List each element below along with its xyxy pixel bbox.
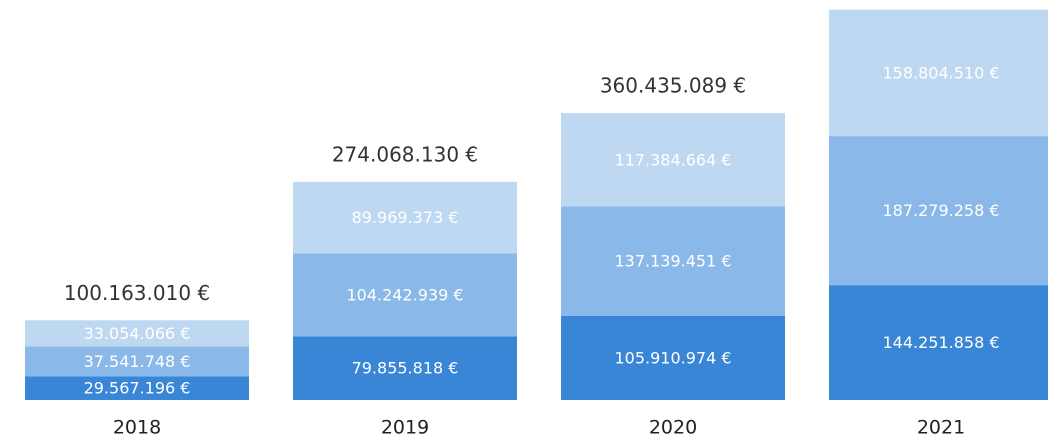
total-label: 100.163.010 € bbox=[64, 281, 210, 305]
bar-segment bbox=[829, 285, 1048, 400]
value-label: 104.242.939 € bbox=[346, 285, 463, 304]
value-label: 29.567.196 € bbox=[84, 379, 191, 398]
bar-segment bbox=[25, 320, 249, 347]
x-tick-label: 2019 bbox=[381, 417, 429, 439]
x-tick-label: 2020 bbox=[649, 417, 697, 439]
bar-segment bbox=[829, 136, 1048, 286]
bar-segment bbox=[293, 253, 517, 337]
x-tick-label: 2021 bbox=[917, 417, 965, 439]
value-label: 117.384.664 € bbox=[614, 150, 731, 169]
total-label: 274.068.130 € bbox=[332, 142, 478, 166]
bar-segment bbox=[561, 206, 785, 316]
total-label: 360.435.089 € bbox=[600, 74, 746, 98]
value-label: 187.279.258 € bbox=[882, 201, 999, 220]
value-label: 79.855.818 € bbox=[352, 359, 459, 378]
bar-segment bbox=[25, 376, 249, 400]
bar-segment bbox=[561, 315, 785, 400]
value-label: 144.251.858 € bbox=[882, 333, 999, 352]
bar-segment bbox=[25, 346, 249, 377]
value-label: 37.541.748 € bbox=[84, 352, 191, 371]
value-label: 158.804.510 € bbox=[882, 63, 999, 82]
x-tick-label: 2018 bbox=[113, 417, 161, 439]
bar-segment bbox=[561, 113, 785, 207]
bar-segment bbox=[293, 336, 517, 400]
value-label: 33.054.066 € bbox=[84, 324, 191, 343]
bar-segment bbox=[829, 9, 1048, 137]
bar-segment bbox=[293, 181, 517, 254]
value-label: 89.969.373 € bbox=[352, 208, 459, 227]
value-label: 137.139.451 € bbox=[614, 252, 731, 271]
value-label: 105.910.974 € bbox=[614, 348, 731, 367]
